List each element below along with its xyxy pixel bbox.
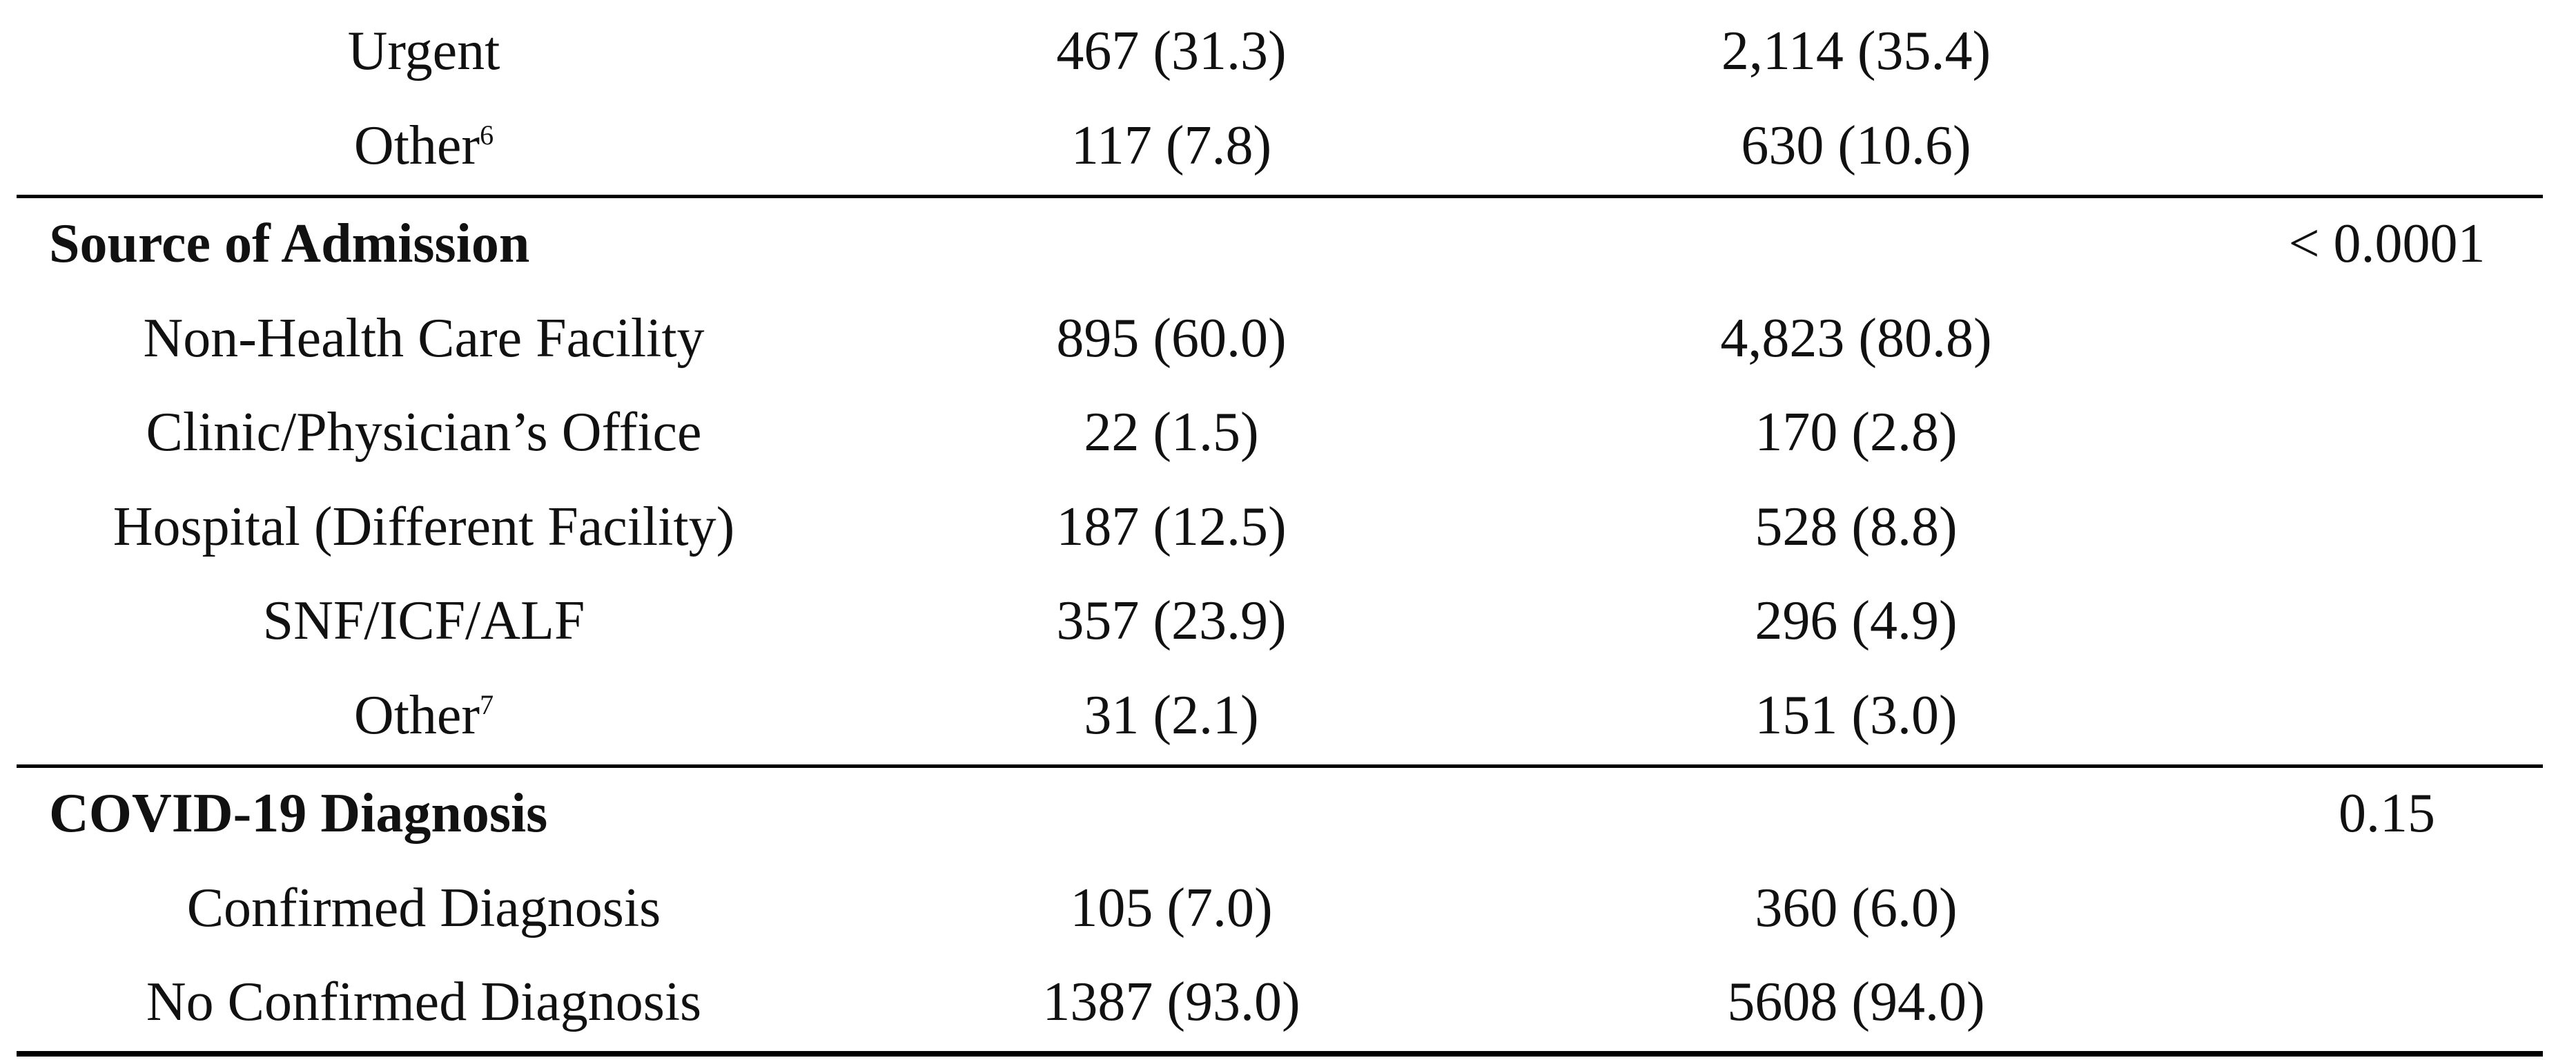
row-value: 630 (10.6) bbox=[1741, 99, 1971, 193]
row-label: No Confirmed Diagnosis bbox=[146, 955, 701, 1049]
section-title: COVID-19 Diagnosis bbox=[49, 767, 547, 860]
row-label: Other7 bbox=[354, 668, 494, 762]
row-value: 467 (31.3) bbox=[1056, 4, 1286, 98]
row-value-text: 467 (31.3) bbox=[1056, 21, 1287, 81]
p-value-text: 0.15 bbox=[2339, 783, 2435, 844]
row-label: Hospital (Different Facility) bbox=[113, 480, 735, 574]
row-value: 296 (4.9) bbox=[1755, 574, 1957, 668]
row-value: 187 (12.5) bbox=[1056, 480, 1286, 574]
row-value: 895 (60.0) bbox=[1056, 291, 1286, 385]
row-value-text: 360 (6.0) bbox=[1755, 877, 1958, 938]
row-value-text: 5608 (94.0) bbox=[1727, 972, 1985, 1032]
p-value: 0.15 bbox=[2339, 767, 2435, 860]
row-value-text: 357 (23.9) bbox=[1056, 590, 1287, 651]
row-value-text: 895 (60.0) bbox=[1056, 307, 1287, 369]
row-value-text: 22 (1.5) bbox=[1084, 402, 1259, 463]
row-label: Clinic/Physician’s Office bbox=[146, 385, 701, 479]
row-value-text: 630 (10.6) bbox=[1741, 115, 1971, 176]
row-value-text: 187 (12.5) bbox=[1056, 496, 1287, 557]
p-value: < 0.0001 bbox=[2288, 197, 2485, 291]
row-label-text: Other bbox=[353, 115, 480, 176]
row-label-text: Clinic/Physician’s Office bbox=[146, 402, 702, 463]
row-value: 360 (6.0) bbox=[1755, 861, 1957, 955]
row-value-text: 296 (4.9) bbox=[1755, 590, 1958, 651]
row-value: 1387 (93.0) bbox=[1042, 955, 1300, 1049]
row-label: Other6 bbox=[354, 99, 494, 193]
row-value: 357 (23.9) bbox=[1056, 574, 1286, 668]
section-title: Source of Admission bbox=[49, 197, 529, 291]
row-value: 31 (2.1) bbox=[1084, 668, 1258, 762]
row-value-text: 31 (2.1) bbox=[1084, 684, 1259, 746]
row-value-text: 4,823 (80.8) bbox=[1720, 307, 1992, 369]
row-value: 528 (8.8) bbox=[1755, 480, 1957, 574]
row-label-text: Urgent bbox=[347, 21, 500, 81]
footnote-mark: 6 bbox=[480, 119, 494, 151]
row-value-text: 105 (7.0) bbox=[1070, 877, 1273, 938]
row-label-text: SNF/ICF/ALF bbox=[262, 590, 585, 651]
row-label-text: Non-Health Care Facility bbox=[143, 307, 705, 369]
row-value: 22 (1.5) bbox=[1084, 385, 1258, 479]
row-label-text: No Confirmed Diagnosis bbox=[146, 972, 702, 1032]
row-value: 2,114 (35.4) bbox=[1721, 4, 1991, 98]
row-label: Non-Health Care Facility bbox=[143, 291, 704, 385]
rule-line bbox=[17, 764, 2543, 768]
row-value: 4,823 (80.8) bbox=[1720, 291, 1991, 385]
section-title-text: Source of Admission bbox=[49, 213, 530, 274]
row-value: 105 (7.0) bbox=[1070, 861, 1272, 955]
row-value-text: 170 (2.8) bbox=[1755, 402, 1958, 463]
row-value: 117 (7.8) bbox=[1071, 99, 1271, 193]
row-value-text: 2,114 (35.4) bbox=[1721, 21, 1991, 81]
row-value-text: 151 (3.0) bbox=[1755, 684, 1958, 746]
row-label-text: Other bbox=[353, 684, 480, 746]
row-label-text: Confirmed Diagnosis bbox=[186, 877, 661, 938]
row-value: 5608 (94.0) bbox=[1727, 955, 1984, 1049]
row-value: 151 (3.0) bbox=[1755, 668, 1957, 762]
row-value: 170 (2.8) bbox=[1755, 385, 1957, 479]
row-value-text: 528 (8.8) bbox=[1755, 496, 1958, 557]
row-value-text: 117 (7.8) bbox=[1071, 115, 1272, 176]
row-label: Confirmed Diagnosis bbox=[187, 861, 661, 955]
row-value-text: 1387 (93.0) bbox=[1042, 972, 1300, 1032]
row-label: Urgent bbox=[348, 4, 500, 98]
footnote-mark: 7 bbox=[480, 688, 494, 720]
section-title-text: COVID-19 Diagnosis bbox=[49, 783, 548, 844]
row-label-text: Hospital (Different Facility) bbox=[113, 496, 735, 557]
rule-line bbox=[17, 195, 2543, 198]
rule-line bbox=[17, 1050, 2543, 1057]
p-value-text: < 0.0001 bbox=[2288, 213, 2486, 274]
row-label: SNF/ICF/ALF bbox=[263, 574, 585, 668]
